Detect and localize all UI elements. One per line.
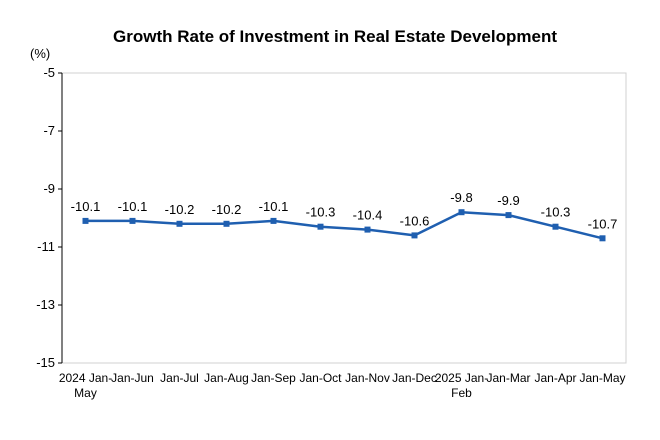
y-axis-unit-label: (%): [30, 46, 50, 61]
y-tick-label: -7: [43, 123, 55, 138]
x-tick-label-line: Jan-Dec: [392, 371, 437, 385]
x-tick-label: Jan-May: [579, 371, 625, 385]
data-label: -10.6: [400, 213, 430, 228]
x-tick-label-line: Feb: [451, 386, 472, 400]
x-tick-label: Jan-Oct: [299, 371, 342, 385]
x-tick-label: Jan-Dec: [392, 371, 437, 385]
data-point-marker: [82, 217, 89, 224]
x-tick-label-line: Jan-Jul: [160, 371, 199, 385]
x-tick-label-line: 2024 Jan-: [59, 371, 112, 385]
x-tick-label: 2025 Jan-Feb: [435, 371, 488, 400]
x-tick-label-line: Jan-Sep: [251, 371, 296, 385]
data-point-marker: [411, 232, 418, 239]
x-tick-label-line: Jan-Nov: [345, 371, 390, 385]
x-tick-label-line: Jan-Mar: [486, 371, 530, 385]
data-label: -10.1: [118, 199, 148, 214]
data-point-marker: [317, 223, 324, 230]
y-tick-label: -15: [36, 355, 55, 370]
data-label: -10.2: [165, 202, 195, 217]
chart-title: Growth Rate of Investment in Real Estate…: [113, 27, 557, 46]
data-label: -10.2: [212, 202, 242, 217]
x-tick-label-line: Jan-Oct: [299, 371, 342, 385]
x-tick-label: Jan-Jun: [111, 371, 154, 385]
data-point-marker: [505, 212, 512, 219]
data-label: -10.7: [588, 216, 618, 231]
data-label: -10.3: [306, 205, 336, 220]
data-point-marker: [129, 217, 136, 224]
data-point-marker: [176, 220, 183, 227]
x-tick-label: Jan-Sep: [251, 371, 296, 385]
x-tick-label: 2024 Jan-May: [59, 371, 112, 400]
series-line: [85, 210, 603, 240]
data-point-marker: [270, 217, 277, 224]
data-point-marker: [458, 209, 465, 216]
y-tick-label: -9: [43, 181, 55, 196]
data-point-marker: [552, 223, 559, 230]
data-label: -9.8: [450, 190, 472, 205]
x-tick-label: Jan-Aug: [204, 371, 249, 385]
x-tick-label: Jan-Mar: [486, 371, 530, 385]
data-point-marker: [364, 226, 371, 233]
x-tick-label-line: Jan-Apr: [534, 371, 576, 385]
x-tick-label: Jan-Jul: [160, 371, 199, 385]
x-tick-label-line: Jan-May: [579, 371, 625, 385]
data-label: -10.1: [259, 199, 289, 214]
x-tick-label-line: Jan-Jun: [111, 371, 154, 385]
x-tick-label: Jan-Nov: [345, 371, 390, 385]
x-tick-label: Jan-Apr: [534, 371, 576, 385]
data-label: -10.4: [353, 208, 383, 223]
y-tick-label: -13: [36, 297, 55, 312]
data-label: -9.9: [497, 193, 519, 208]
data-label: -10.3: [541, 205, 571, 220]
data-point-marker: [599, 235, 606, 242]
y-tick-label: -5: [43, 65, 55, 80]
y-tick-label: -11: [37, 239, 55, 254]
x-tick-label-line: Jan-Aug: [204, 371, 249, 385]
data-label: -10.1: [71, 199, 101, 214]
x-tick-label-line: May: [74, 386, 97, 400]
x-tick-label-line: 2025 Jan-: [435, 371, 488, 385]
data-point-marker: [223, 220, 230, 227]
